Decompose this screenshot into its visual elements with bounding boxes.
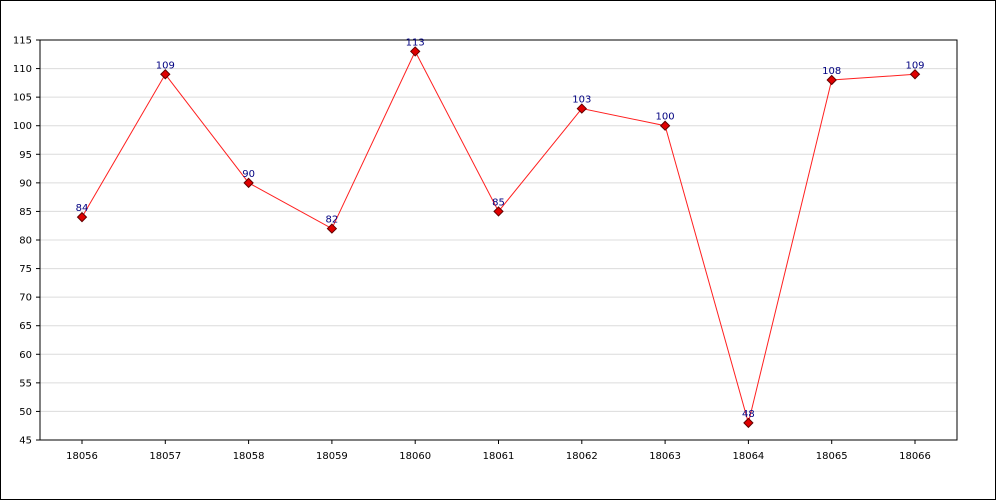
y-tick-label: 110 xyxy=(13,64,32,75)
x-tick-label: 18058 xyxy=(233,451,265,462)
data-label: 108 xyxy=(822,66,841,77)
data-label: 109 xyxy=(156,60,175,71)
y-axis: 45 50 55 60 65 70 75 80 85 90 95 100 105 110 115 xyxy=(13,36,40,447)
y-tick-label: 105 xyxy=(13,93,32,104)
x-tick-label: 18066 xyxy=(899,451,931,462)
y-tick-label: 100 xyxy=(13,121,32,132)
y-tick-label: 55 xyxy=(19,378,32,389)
data-label: 84 xyxy=(76,203,89,214)
data-label: 109 xyxy=(905,60,924,71)
data-label: 48 xyxy=(742,409,755,420)
data-label: 90 xyxy=(242,169,255,180)
y-tick-label: 75 xyxy=(19,264,32,275)
data-labels: 84 109 90 82 113 85 103 100 48 108 109 xyxy=(76,37,925,419)
x-tick-label: 18064 xyxy=(732,451,764,462)
data-point xyxy=(493,206,504,217)
x-tick-label: 18061 xyxy=(483,451,515,462)
x-axis: 18056 18057 18058 18059 18060 18061 18062 18063… xyxy=(66,440,931,462)
data-label: 113 xyxy=(406,37,425,48)
x-tick-label: 18057 xyxy=(149,451,181,462)
series-line xyxy=(81,50,916,425)
data-label: 100 xyxy=(656,112,675,123)
gridlines xyxy=(40,68,957,412)
y-tick-label: 45 xyxy=(19,436,32,447)
data-markers xyxy=(76,46,921,429)
data-point xyxy=(576,103,588,114)
data-point xyxy=(659,120,671,131)
data-point xyxy=(743,417,754,429)
data-label: 103 xyxy=(572,95,591,106)
data-label: 85 xyxy=(492,197,505,208)
y-tick-label: 65 xyxy=(19,321,32,332)
x-tick-label: 18065 xyxy=(816,451,848,462)
data-point xyxy=(826,74,837,86)
data-label: 82 xyxy=(326,215,339,226)
x-tick-label: 18062 xyxy=(566,451,598,462)
x-tick-label: 18056 xyxy=(66,451,98,462)
data-point xyxy=(409,46,421,57)
data-point xyxy=(243,177,254,189)
y-tick-label: 115 xyxy=(13,36,32,47)
x-tick-label: 18060 xyxy=(399,451,431,462)
y-tick-label: 85 xyxy=(19,207,32,218)
y-tick-label: 95 xyxy=(19,150,32,161)
data-point xyxy=(160,69,171,80)
y-tick-label: 80 xyxy=(19,236,32,247)
y-tick-label: 50 xyxy=(19,407,32,418)
y-tick-label: 60 xyxy=(19,350,32,361)
x-tick-label: 18059 xyxy=(316,451,348,462)
data-point xyxy=(76,211,88,223)
y-tick-label: 90 xyxy=(19,178,32,189)
data-point xyxy=(326,223,338,234)
y-tick-label: 70 xyxy=(19,293,32,304)
data-point xyxy=(909,69,921,80)
x-tick-label: 18063 xyxy=(649,451,681,462)
